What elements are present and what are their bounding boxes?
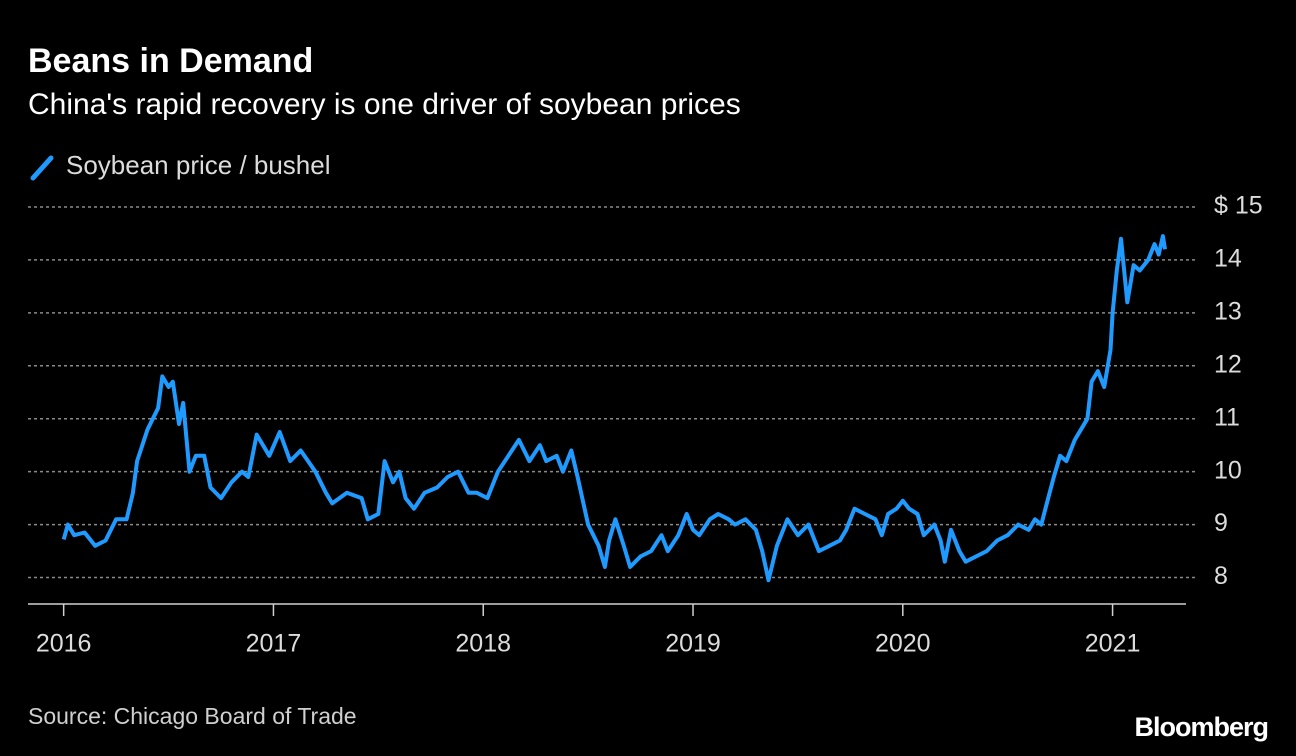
chart-subtitle: China's rapid recovery is one driver of … bbox=[28, 88, 741, 121]
legend-swatch bbox=[30, 155, 54, 181]
price-line bbox=[61, 234, 1167, 583]
y-tick-label: 10 bbox=[1214, 456, 1242, 484]
x-tick-label: 2018 bbox=[455, 630, 511, 658]
x-tick-label: 2016 bbox=[36, 630, 92, 658]
y-tick-label: 11 bbox=[1214, 403, 1240, 431]
chart-title: Beans in Demand bbox=[28, 42, 313, 80]
y-tick-label: $ 15 bbox=[1214, 192, 1263, 220]
y-tick-label: 9 bbox=[1214, 509, 1228, 537]
legend-label: Soybean price / bushel bbox=[66, 150, 331, 180]
x-tick-label: 2021 bbox=[1085, 630, 1141, 658]
x-tick-label: 2019 bbox=[665, 630, 721, 658]
y-tick-label: 14 bbox=[1214, 245, 1242, 273]
source: Source: Chicago Board of Trade bbox=[28, 703, 357, 729]
y-tick-label: 8 bbox=[1214, 562, 1228, 590]
y-tick-label: 12 bbox=[1214, 350, 1242, 378]
x-tick-label: 2017 bbox=[246, 630, 302, 658]
brand: Bloomberg bbox=[1134, 712, 1268, 742]
x-tick-label: 2020 bbox=[875, 630, 931, 658]
y-tick-label: 13 bbox=[1214, 297, 1242, 325]
